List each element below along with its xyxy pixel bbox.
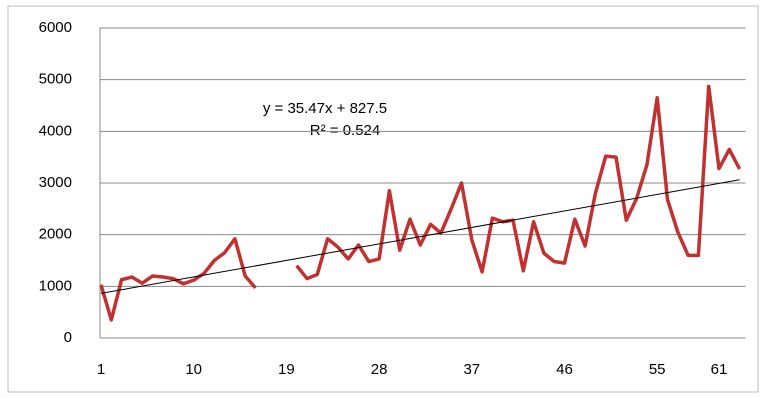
x-tick-label: 55: [649, 361, 666, 378]
y-tick-label: 5000: [39, 71, 72, 88]
x-tick-label: 61: [711, 361, 728, 378]
y-tick-label: 0: [64, 329, 72, 346]
y-tick-label: 6000: [39, 19, 72, 36]
x-tick-label: 1: [97, 361, 105, 378]
x-tick-label: 46: [556, 361, 573, 378]
y-tick-label: 1000: [39, 277, 72, 294]
data-line: [99, 84, 742, 322]
y-tick-label: 4000: [39, 122, 72, 139]
trend-equation: y = 35.47x + 827.5: [263, 100, 387, 117]
x-tick-label: 37: [463, 361, 480, 378]
x-tick-label: 19: [278, 361, 295, 378]
x-tick-label: 10: [185, 361, 202, 378]
y-tick-label: 2000: [39, 226, 72, 243]
r-squared: R² = 0.524: [310, 122, 380, 139]
y-tick-label: 3000: [39, 174, 72, 191]
chart-frame: [7, 5, 759, 393]
trendline: [100, 179, 740, 294]
x-tick-label: 28: [371, 361, 388, 378]
